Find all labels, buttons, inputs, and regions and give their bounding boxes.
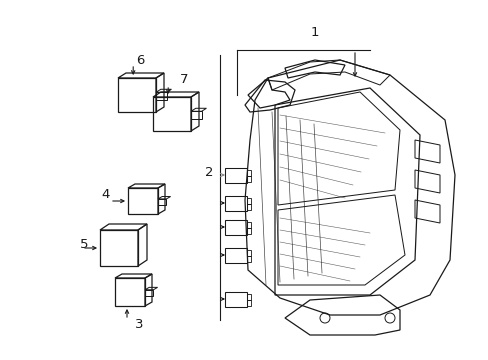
Text: 3: 3 [135, 318, 143, 331]
Text: 6: 6 [136, 54, 144, 67]
Text: 1: 1 [310, 27, 319, 40]
Text: 4: 4 [102, 188, 110, 201]
Text: 5: 5 [80, 238, 88, 251]
Text: 2: 2 [204, 166, 213, 179]
Text: 7: 7 [180, 73, 188, 86]
